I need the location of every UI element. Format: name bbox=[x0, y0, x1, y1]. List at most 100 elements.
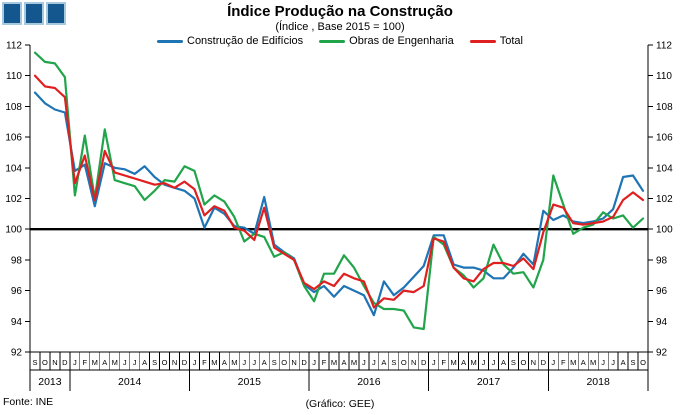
month-label: F bbox=[202, 358, 207, 367]
y-tick-label: 104 bbox=[5, 163, 22, 174]
year-label: 2014 bbox=[118, 376, 142, 388]
month-label: J bbox=[601, 358, 605, 367]
logo-squares bbox=[2, 2, 66, 25]
y-tick-label: 112 bbox=[6, 41, 22, 52]
month-label: F bbox=[561, 358, 566, 367]
logo-square-icon bbox=[24, 2, 44, 25]
legend-label: Obras de Engenharia bbox=[349, 35, 454, 47]
year-label: 2017 bbox=[477, 376, 501, 388]
y-tick-label: 108 bbox=[5, 102, 22, 113]
month-label: N bbox=[52, 358, 57, 367]
month-label: S bbox=[152, 358, 157, 367]
month-label: M bbox=[351, 358, 357, 367]
month-label: M bbox=[331, 358, 337, 367]
month-label: M bbox=[211, 358, 217, 367]
month-label: J bbox=[551, 358, 555, 367]
page-title: Índice Produção na Construção bbox=[227, 3, 453, 20]
y-tick-label: 110 bbox=[6, 71, 22, 82]
y-tick-label: 92 bbox=[11, 348, 23, 359]
legend-label: Total bbox=[499, 35, 523, 47]
month-label: S bbox=[32, 358, 37, 367]
month-label: M bbox=[112, 358, 118, 367]
year-label: 2015 bbox=[238, 376, 262, 388]
y-tick-label: 96 bbox=[656, 286, 668, 297]
month-label: J bbox=[123, 358, 127, 367]
logo-square-icon bbox=[46, 2, 66, 25]
series-line-total bbox=[33, 74, 645, 309]
month-label: N bbox=[411, 358, 416, 367]
y-tick-label: 106 bbox=[5, 133, 22, 144]
month-label: J bbox=[252, 358, 256, 367]
y-tick-label: 94 bbox=[11, 317, 23, 328]
month-label: D bbox=[541, 358, 547, 367]
source-note: Fonte: INE bbox=[3, 396, 54, 408]
month-label: O bbox=[401, 358, 407, 367]
month-label: A bbox=[142, 358, 147, 367]
y-tick-label: 102 bbox=[5, 194, 22, 205]
y-tick-label: 100 bbox=[656, 225, 673, 236]
y-tick-label: 112 bbox=[656, 41, 672, 52]
month-label: F bbox=[441, 358, 446, 367]
legend-line-icon bbox=[469, 39, 496, 43]
logo-square-icon bbox=[2, 2, 22, 25]
month-label: N bbox=[172, 358, 177, 367]
month-label: N bbox=[531, 358, 536, 367]
month-label: O bbox=[281, 358, 287, 367]
month-label: J bbox=[133, 358, 137, 367]
year-label: 2016 bbox=[357, 376, 381, 388]
month-label: M bbox=[470, 358, 476, 367]
y-tick-label: 102 bbox=[656, 194, 673, 205]
y-tick-label: 96 bbox=[11, 286, 23, 297]
y-tick-label: 98 bbox=[656, 255, 668, 266]
month-label: M bbox=[570, 358, 576, 367]
month-label: A bbox=[621, 358, 626, 367]
y-tick-label: 110 bbox=[656, 71, 672, 82]
month-label: N bbox=[291, 358, 296, 367]
y-tick-label: 98 bbox=[11, 255, 23, 266]
legend-line-icon bbox=[157, 39, 183, 43]
y-tick-label: 108 bbox=[656, 102, 673, 113]
month-label: D bbox=[62, 358, 68, 367]
month-label: O bbox=[520, 358, 526, 367]
month-label: A bbox=[461, 358, 466, 367]
month-label: M bbox=[590, 358, 596, 367]
y-tick-label: 92 bbox=[656, 348, 668, 359]
legend-item-obras-de-engenharia: Obras de Engenharia bbox=[319, 35, 454, 47]
month-label: J bbox=[312, 358, 316, 367]
y-ticks: 112 112 110 110 108 108 106 106 104 104 102 102 100 1… bbox=[5, 41, 673, 359]
year-label: 2013 bbox=[38, 376, 62, 388]
month-label: O bbox=[162, 358, 168, 367]
month-label: A bbox=[581, 358, 586, 367]
month-label: M bbox=[92, 358, 98, 367]
credit-note: (Gráfico: GEE) bbox=[305, 398, 375, 410]
legend-line-icon bbox=[319, 39, 346, 43]
month-label: J bbox=[362, 358, 366, 367]
month-label: F bbox=[83, 358, 88, 367]
series-line-constru-o-de-edif-cios bbox=[33, 91, 645, 317]
month-label: D bbox=[301, 358, 307, 367]
month-label: J bbox=[432, 358, 436, 367]
month-label: M bbox=[231, 358, 237, 367]
legend: Construção de Edifícios Obras de Engenha… bbox=[0, 35, 680, 47]
month-label: S bbox=[511, 358, 516, 367]
month-label: D bbox=[182, 358, 188, 367]
y-tick-label: 106 bbox=[656, 133, 673, 144]
month-label: J bbox=[482, 358, 486, 367]
month-label: M bbox=[451, 358, 457, 367]
month-label: J bbox=[193, 358, 197, 367]
month-label: J bbox=[492, 358, 496, 367]
legend-item-construcao-de-edificios: Construção de Edifícios bbox=[157, 35, 303, 47]
month-label: F bbox=[322, 358, 327, 367]
month-label: O bbox=[640, 358, 646, 367]
month-label: J bbox=[242, 358, 246, 367]
month-label: A bbox=[381, 358, 386, 367]
month-label: A bbox=[102, 358, 107, 367]
month-label: A bbox=[501, 358, 506, 367]
month-label: S bbox=[391, 358, 396, 367]
month-label: D bbox=[421, 358, 427, 367]
month-label: J bbox=[372, 358, 376, 367]
legend-item-total: Total bbox=[469, 35, 523, 47]
year-axis: 2013 2014 2015 2016 2017 2018 bbox=[29, 352, 649, 391]
month-label: J bbox=[73, 358, 77, 367]
